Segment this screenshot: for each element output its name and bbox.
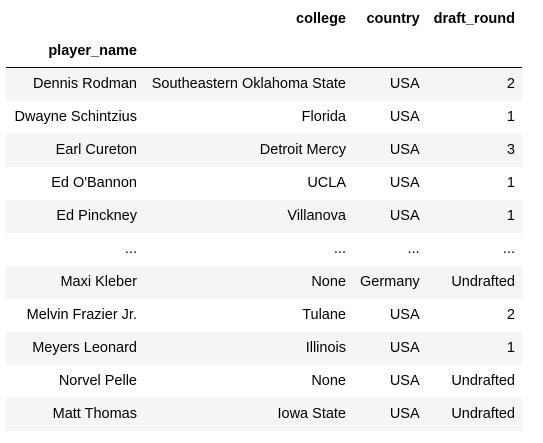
cell-country: USA: [389, 340, 420, 356]
row-index-player-name: Norvel Pelle: [58, 373, 137, 389]
cell-country: USA: [389, 76, 420, 93]
index-header-spacer: [6, 3, 144, 35]
row-index-player-name: Earl Cureton: [55, 142, 137, 158]
cell-country: USA: [389, 307, 420, 323]
index-name-spacer: [144, 35, 353, 68]
cell-country: USA: [389, 406, 420, 422]
cell-draft-round: Undrafted: [451, 373, 515, 389]
cell-country: USA: [389, 208, 420, 224]
index-name-spacer: [353, 35, 427, 68]
index-name-row: player_name: [6, 35, 522, 68]
cell-college: Florida: [301, 109, 346, 125]
table-row-ellipsis: ... ... ... ...: [6, 232, 522, 266]
index-name-header: player_name: [48, 43, 137, 59]
table-row: Norvel Pelle None USA Undrafted: [6, 364, 522, 398]
table-row: Matt Thomas Iowa State USA Undrafted: [6, 397, 522, 431]
cell-country: USA: [389, 175, 420, 191]
table-row: Melvin Frazier Jr. Tulane USA 2: [6, 298, 522, 332]
cell-country: USA: [389, 142, 420, 158]
cell-college: Iowa State: [277, 406, 346, 422]
row-index-player-name: Melvin Frazier Jr.: [26, 307, 137, 323]
cell-draft-round: 1: [506, 109, 515, 125]
column-header-draft-round: draft_round: [433, 11, 515, 27]
cell-college: None: [311, 373, 346, 389]
row-index-player-name: Dennis Rodman: [33, 76, 137, 93]
cell-country: ...: [407, 241, 420, 257]
cell-draft-round: 2: [506, 76, 515, 93]
row-index-player-name: Meyers Leonard: [32, 340, 137, 356]
cell-college: Detroit Mercy: [259, 142, 346, 158]
row-index-player-name: Ed Pinckney: [56, 208, 137, 224]
cell-college: UCLA: [307, 175, 346, 191]
cell-college: Illinois: [305, 340, 346, 356]
cell-country: USA: [389, 109, 420, 125]
dataframe-table: college country draft_round player_name …: [6, 3, 522, 431]
table-row: Ed Pinckney Villanova USA 1: [6, 199, 522, 233]
cell-college: None: [311, 274, 346, 290]
cell-draft-round: ...: [502, 241, 515, 257]
table-body: Dennis Rodman Southeastern Oklahoma Stat…: [6, 67, 522, 431]
cell-draft-round: Undrafted: [451, 274, 515, 290]
row-index-player-name: Maxi Kleber: [60, 274, 137, 290]
cell-country: Germany: [360, 274, 420, 290]
cell-college: Southeastern Oklahoma State: [151, 76, 346, 93]
cell-draft-round: 2: [506, 307, 515, 323]
table-row: Ed O'Bannon UCLA USA 1: [6, 166, 522, 200]
cell-draft-round: Undrafted: [451, 406, 515, 422]
table-row: Dwayne Schintzius Florida USA 1: [6, 100, 522, 134]
table-row: Maxi Kleber None Germany Undrafted: [6, 265, 522, 299]
cell-draft-round: 1: [506, 175, 515, 191]
row-index-player-name: Matt Thomas: [52, 406, 137, 422]
table-header: college country draft_round player_name: [6, 3, 522, 68]
column-header-college: college: [296, 11, 346, 27]
cell-college: ...: [333, 241, 346, 257]
cell-draft-round: 3: [506, 142, 515, 158]
index-name-spacer: [427, 35, 522, 68]
cell-country: USA: [389, 373, 420, 389]
column-header-country: country: [366, 11, 420, 27]
row-index-player-name: Dwayne Schintzius: [14, 109, 138, 125]
table-row: Dennis Rodman Southeastern Oklahoma Stat…: [6, 67, 522, 101]
table-row: Meyers Leonard Illinois USA 1: [6, 331, 522, 365]
cell-draft-round: 1: [506, 340, 515, 356]
cell-college: Villanova: [287, 208, 346, 224]
row-index-player-name: Ed O'Bannon: [51, 175, 137, 191]
cell-draft-round: 1: [506, 208, 515, 224]
row-index-player-name: ...: [124, 241, 137, 257]
table-row: Earl Cureton Detroit Mercy USA 3: [6, 133, 522, 167]
column-header-row: college country draft_round: [6, 3, 522, 35]
cell-college: Tulane: [302, 307, 346, 323]
